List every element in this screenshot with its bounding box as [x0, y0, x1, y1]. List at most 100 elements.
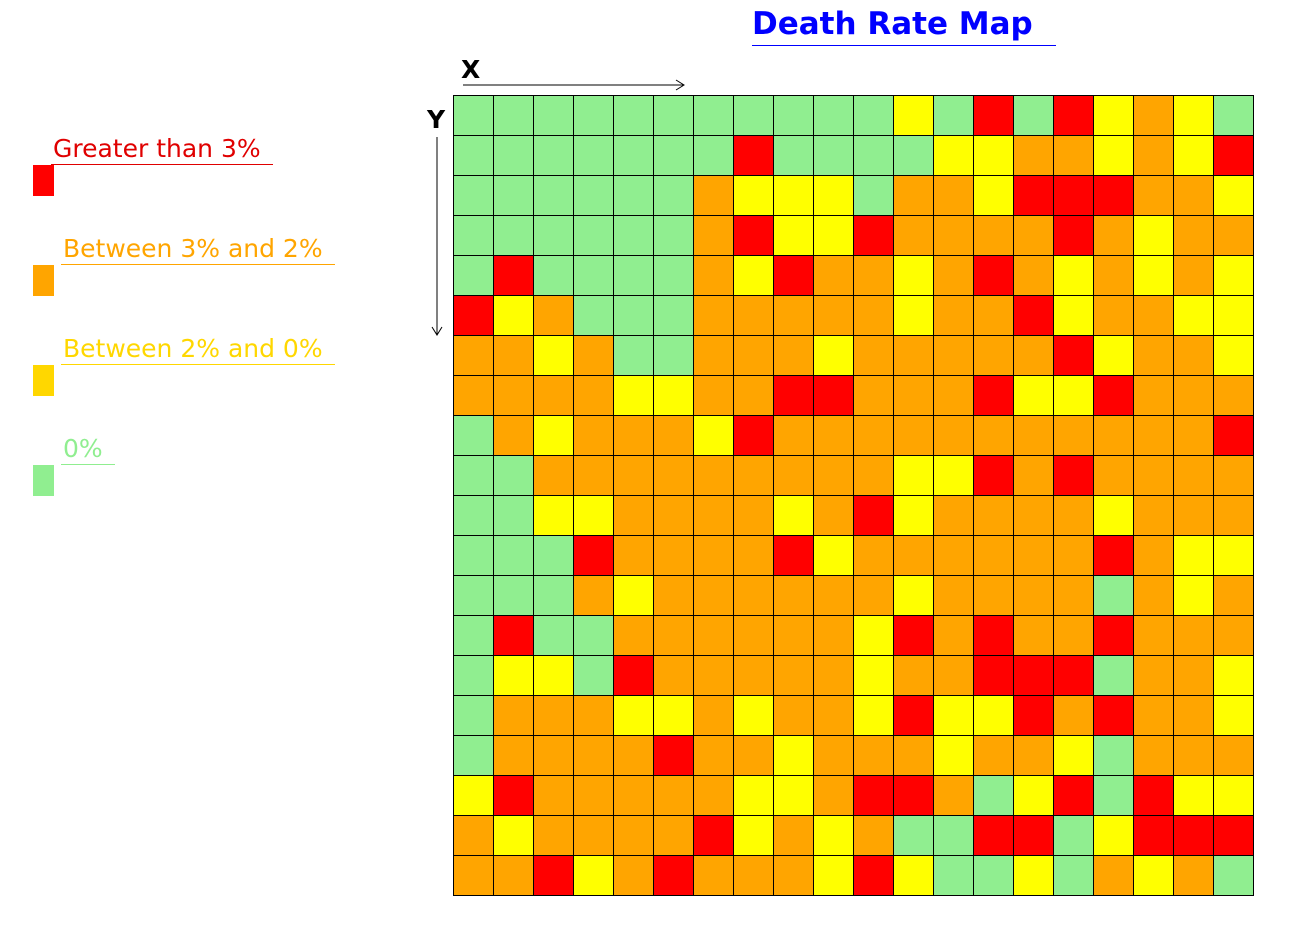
heatmap-cell-r13-c16: [1093, 615, 1134, 656]
heatmap-cell-r0-c17: [1133, 95, 1174, 136]
heatmap-cell-r10-c13: [973, 495, 1014, 536]
heatmap-cell-r11-c18: [1173, 535, 1214, 576]
heatmap-cell-r0-c12: [933, 95, 974, 136]
heatmap-cell-r2-c0: [453, 175, 494, 216]
heatmap-cell-r15-c9: [813, 695, 854, 736]
chart-title: Death Rate Map: [752, 4, 1056, 46]
heatmap-cell-r8-c12: [933, 415, 974, 456]
heatmap-cell-r7-c11: [893, 375, 934, 416]
heatmap-cell-r3-c8: [773, 215, 814, 256]
heatmap-cell-r2-c13: [973, 175, 1014, 216]
heatmap-cell-r3-c10: [853, 215, 894, 256]
legend-swatch-between-2-and-0: [33, 365, 54, 396]
heatmap-cell-r11-c3: [573, 535, 614, 576]
heatmap-cell-r1-c6: [693, 135, 734, 176]
heatmap-cell-r7-c1: [493, 375, 534, 416]
heatmap-cell-r1-c3: [573, 135, 614, 176]
heatmap-cell-r19-c5: [653, 855, 694, 896]
heatmap-cell-r9-c13: [973, 455, 1014, 496]
heatmap-cell-r8-c8: [773, 415, 814, 456]
heatmap-cell-r4-c0: [453, 255, 494, 296]
heatmap-cell-r1-c9: [813, 135, 854, 176]
heatmap-cell-r11-c10: [853, 535, 894, 576]
heatmap-cell-r8-c18: [1173, 415, 1214, 456]
heatmap-cell-r17-c6: [693, 775, 734, 816]
heatmap-cell-r19-c12: [933, 855, 974, 896]
heatmap-cell-r0-c11: [893, 95, 934, 136]
heatmap-cell-r5-c8: [773, 295, 814, 336]
heatmap-cell-r13-c12: [933, 615, 974, 656]
heatmap-cell-r0-c15: [1053, 95, 1094, 136]
heatmap-cell-r6-c9: [813, 335, 854, 376]
heatmap-cell-r7-c12: [933, 375, 974, 416]
heatmap-cell-r14-c11: [893, 655, 934, 696]
heatmap-cell-r7-c6: [693, 375, 734, 416]
heatmap-cell-r11-c7: [733, 535, 774, 576]
heatmap-cell-r14-c15: [1053, 655, 1094, 696]
heatmap-cell-r4-c18: [1173, 255, 1214, 296]
heatmap-cell-r8-c4: [613, 415, 654, 456]
heatmap-cell-r11-c12: [933, 535, 974, 576]
heatmap-cell-r5-c9: [813, 295, 854, 336]
heatmap-cell-r6-c17: [1133, 335, 1174, 376]
heatmap-cell-r17-c16: [1093, 775, 1134, 816]
heatmap-cell-r18-c10: [853, 815, 894, 856]
heatmap-cell-r13-c6: [693, 615, 734, 656]
heatmap-cell-r7-c8: [773, 375, 814, 416]
legend-label-between-3-and-2: Between 3% and 2%: [61, 234, 335, 265]
heatmap-cell-r12-c8: [773, 575, 814, 616]
y-axis-arrowhead: [431, 326, 443, 336]
heatmap-cell-r16-c9: [813, 735, 854, 776]
heatmap-cell-r0-c0: [453, 95, 494, 136]
heatmap-cell-r4-c1: [493, 255, 534, 296]
heatmap-cell-r6-c1: [493, 335, 534, 376]
heatmap-cell-r12-c0: [453, 575, 494, 616]
heatmap-cell-r9-c10: [853, 455, 894, 496]
heatmap-cell-r1-c16: [1093, 135, 1134, 176]
heatmap-cell-r14-c13: [973, 655, 1014, 696]
heatmap-cell-r11-c14: [1013, 535, 1054, 576]
heatmap-cell-r7-c19: [1213, 375, 1254, 416]
heatmap-cell-r0-c8: [773, 95, 814, 136]
heatmap-cell-r3-c7: [733, 215, 774, 256]
heatmap-cell-r2-c3: [573, 175, 614, 216]
heatmap-cell-r19-c16: [1093, 855, 1134, 896]
heatmap-cell-r19-c2: [533, 855, 574, 896]
heatmap-cell-r16-c15: [1053, 735, 1094, 776]
heatmap-cell-r17-c11: [893, 775, 934, 816]
heatmap-cell-r5-c5: [653, 295, 694, 336]
heatmap-cell-r4-c5: [653, 255, 694, 296]
heatmap-cell-r5-c1: [493, 295, 534, 336]
heatmap-cell-r12-c6: [693, 575, 734, 616]
heatmap-cell-r11-c1: [493, 535, 534, 576]
heatmap-cell-r1-c11: [893, 135, 934, 176]
heatmap-cell-r8-c13: [973, 415, 1014, 456]
heatmap-cell-r9-c7: [733, 455, 774, 496]
heatmap-cell-r19-c10: [853, 855, 894, 896]
heatmap-cell-r16-c14: [1013, 735, 1054, 776]
heatmap-cell-r5-c18: [1173, 295, 1214, 336]
heatmap-cell-r6-c11: [893, 335, 934, 376]
heatmap-cell-r6-c8: [773, 335, 814, 376]
heatmap-cell-r2-c9: [813, 175, 854, 216]
heatmap-cell-r13-c0: [453, 615, 494, 656]
heatmap-cell-r5-c12: [933, 295, 974, 336]
heatmap-cell-r4-c7: [733, 255, 774, 296]
heatmap-cell-r19-c14: [1013, 855, 1054, 896]
heatmap-cell-r5-c11: [893, 295, 934, 336]
heatmap-cell-r14-c6: [693, 655, 734, 696]
heatmap-cell-r3-c16: [1093, 215, 1134, 256]
heatmap-cell-r6-c16: [1093, 335, 1134, 376]
heatmap-cell-r11-c19: [1213, 535, 1254, 576]
heatmap-cell-r10-c18: [1173, 495, 1214, 536]
heatmap-cell-r2-c10: [853, 175, 894, 216]
heatmap-cell-r7-c5: [653, 375, 694, 416]
heatmap-cell-r1-c8: [773, 135, 814, 176]
heatmap-cell-r2-c12: [933, 175, 974, 216]
x-axis-arrowhead: [675, 79, 685, 91]
heatmap-cell-r8-c14: [1013, 415, 1054, 456]
heatmap-cell-r7-c2: [533, 375, 574, 416]
heatmap-cell-r10-c17: [1133, 495, 1174, 536]
heatmap-cell-r13-c8: [773, 615, 814, 656]
heatmap-cell-r5-c19: [1213, 295, 1254, 336]
